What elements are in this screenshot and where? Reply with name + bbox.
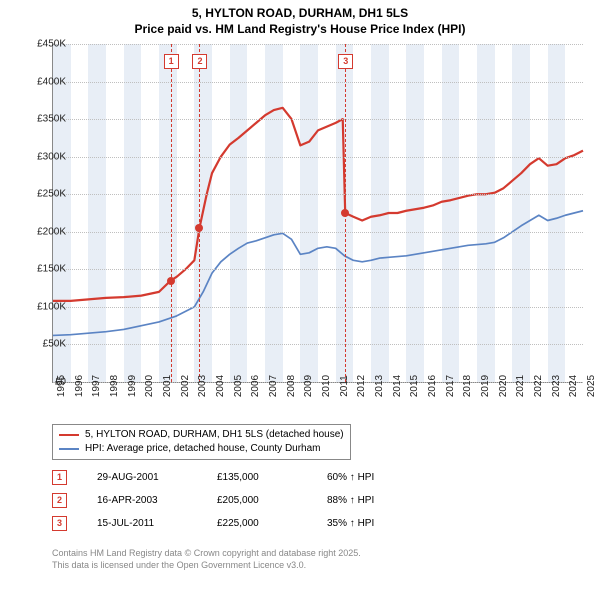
x-axis-label: 2003 [197, 375, 208, 397]
event-line [199, 44, 200, 382]
x-axis-label: 2016 [427, 375, 438, 397]
x-axis-label: 1999 [127, 375, 138, 397]
x-axis-label: 2022 [533, 375, 544, 397]
x-axis-label: 2000 [144, 375, 155, 397]
legend-row-1: HPI: Average price, detached house, Coun… [59, 442, 344, 456]
event-hpi: 60% ↑ HPI [327, 472, 427, 483]
x-axis-label: 2001 [162, 375, 173, 397]
event-date: 16-APR-2003 [97, 495, 217, 506]
x-axis-label: 2023 [551, 375, 562, 397]
event-row: 3 15-JUL-2011£225,00035% ↑ HPI [52, 516, 427, 531]
x-axis-label: 2024 [568, 375, 579, 397]
series-line-1 [53, 211, 583, 336]
x-axis-label: 2021 [515, 375, 526, 397]
event-hpi: 35% ↑ HPI [327, 518, 427, 529]
y-axis-label: £50K [20, 339, 66, 350]
x-axis-label: 2014 [392, 375, 403, 397]
event-line [171, 44, 172, 382]
x-axis-label: 2011 [339, 375, 350, 397]
event-num: 2 [52, 493, 67, 508]
gridline [53, 269, 583, 270]
event-price: £135,000 [217, 472, 327, 483]
y-axis-label: £200K [20, 226, 66, 237]
event-marker-box: 2 [192, 54, 207, 69]
gridline [53, 194, 583, 195]
footer-line1: Contains HM Land Registry data © Crown c… [52, 548, 361, 560]
y-axis-label: £250K [20, 189, 66, 200]
x-axis-label: 2004 [215, 375, 226, 397]
x-axis-label: 2007 [268, 375, 279, 397]
event-price: £225,000 [217, 518, 327, 529]
events-table: 1 29-AUG-2001£135,00060% ↑ HPI 2 16-APR-200… [52, 470, 427, 539]
y-axis-label: £300K [20, 151, 66, 162]
event-date: 15-JUL-2011 [97, 518, 217, 529]
x-axis-label: 2010 [321, 375, 332, 397]
legend-label-1: HPI: Average price, detached house, Coun… [85, 442, 321, 456]
title-line2: Price paid vs. HM Land Registry's House … [0, 22, 600, 38]
legend: 5, HYLTON ROAD, DURHAM, DH1 5LS (detache… [52, 424, 351, 460]
footer: Contains HM Land Registry data © Crown c… [52, 548, 361, 571]
event-hpi: 88% ↑ HPI [327, 495, 427, 506]
legend-row-0: 5, HYLTON ROAD, DURHAM, DH1 5LS (detache… [59, 428, 344, 442]
x-axis-label: 1996 [74, 375, 85, 397]
x-axis-label: 1995 [56, 375, 67, 397]
event-dot [195, 224, 203, 232]
event-num: 3 [52, 516, 67, 531]
title-line1: 5, HYLTON ROAD, DURHAM, DH1 5LS [0, 6, 600, 22]
event-price: £205,000 [217, 495, 327, 506]
x-axis-label: 2018 [462, 375, 473, 397]
event-marker-box: 1 [164, 54, 179, 69]
legend-swatch-0 [59, 434, 79, 436]
x-axis-label: 2009 [303, 375, 314, 397]
gridline [53, 307, 583, 308]
gridline [53, 157, 583, 158]
x-axis-label: 2019 [480, 375, 491, 397]
x-axis-label: 2006 [250, 375, 261, 397]
event-dot [341, 209, 349, 217]
x-axis-label: 2005 [233, 375, 244, 397]
x-axis-label: 2002 [180, 375, 191, 397]
x-axis-label: 1997 [91, 375, 102, 397]
y-axis-label: £450K [20, 39, 66, 50]
plot-area: 12 3 [52, 44, 583, 383]
event-num: 1 [52, 470, 67, 485]
gridline [53, 119, 583, 120]
chart-title: 5, HYLTON ROAD, DURHAM, DH1 5LS Price pa… [0, 0, 600, 37]
chart-container: 5, HYLTON ROAD, DURHAM, DH1 5LS Price pa… [0, 0, 600, 590]
x-axis-label: 1998 [109, 375, 120, 397]
gridline [53, 344, 583, 345]
event-row: 1 29-AUG-2001£135,00060% ↑ HPI [52, 470, 427, 485]
y-axis-label: £400K [20, 76, 66, 87]
legend-swatch-1 [59, 448, 79, 450]
x-axis-label: 2013 [374, 375, 385, 397]
y-axis-label: £150K [20, 264, 66, 275]
event-date: 29-AUG-2001 [97, 472, 217, 483]
event-row: 2 16-APR-2003£205,00088% ↑ HPI [52, 493, 427, 508]
x-axis-label: 2008 [286, 375, 297, 397]
gridline [53, 82, 583, 83]
x-axis-label: 2017 [445, 375, 456, 397]
line-layer [53, 44, 583, 382]
x-axis-label: 2015 [409, 375, 420, 397]
y-axis-label: £350K [20, 114, 66, 125]
event-dot [167, 277, 175, 285]
legend-label-0: 5, HYLTON ROAD, DURHAM, DH1 5LS (detache… [85, 428, 344, 442]
event-marker-box: 3 [338, 54, 353, 69]
y-axis-label: £100K [20, 301, 66, 312]
x-axis-label: 2025 [586, 375, 597, 397]
x-axis-label: 2012 [356, 375, 367, 397]
gridline [53, 44, 583, 45]
footer-line2: This data is licensed under the Open Gov… [52, 560, 361, 572]
series-line-0 [53, 108, 583, 301]
x-axis-label: 2020 [498, 375, 509, 397]
gridline [53, 232, 583, 233]
